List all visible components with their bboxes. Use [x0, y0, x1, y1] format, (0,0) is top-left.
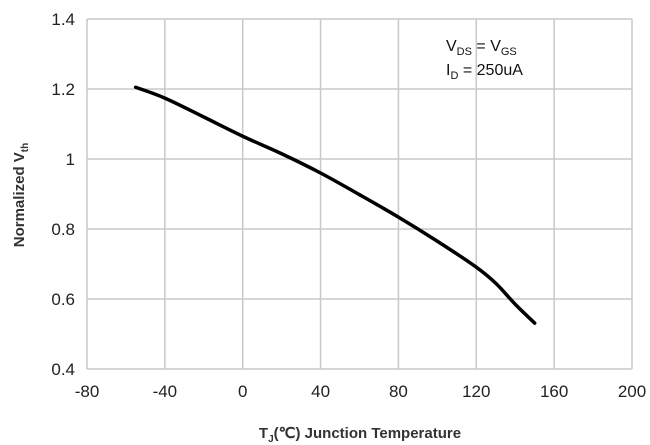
- x-tick-label: -80: [75, 382, 100, 401]
- annotation-vds: VDS = VGS: [446, 38, 517, 58]
- x-tick-label: 200: [618, 382, 646, 401]
- y-tick-label: 1.2: [51, 80, 75, 99]
- x-tick-label: -40: [153, 382, 178, 401]
- y-tick-label: 0.6: [51, 290, 75, 309]
- x-axis-label: TJ(℃) Junction Temperature: [259, 425, 461, 445]
- y-axis-label: Normalized Vth: [11, 143, 31, 247]
- series-line: [133, 85, 537, 325]
- x-tick-label: 80: [389, 382, 408, 401]
- y-tick-label: 1: [66, 150, 75, 169]
- x-tick-label: 120: [462, 382, 490, 401]
- x-tick-label: 0: [238, 382, 247, 401]
- y-tick-label: 1.4: [51, 10, 75, 29]
- x-tick-label: 160: [540, 382, 568, 401]
- annotation-id: ID = 250uA: [446, 62, 523, 82]
- y-tick-label: 0.4: [51, 360, 75, 379]
- y-tick-label: 0.8: [51, 220, 75, 239]
- x-tick-label: 40: [311, 382, 330, 401]
